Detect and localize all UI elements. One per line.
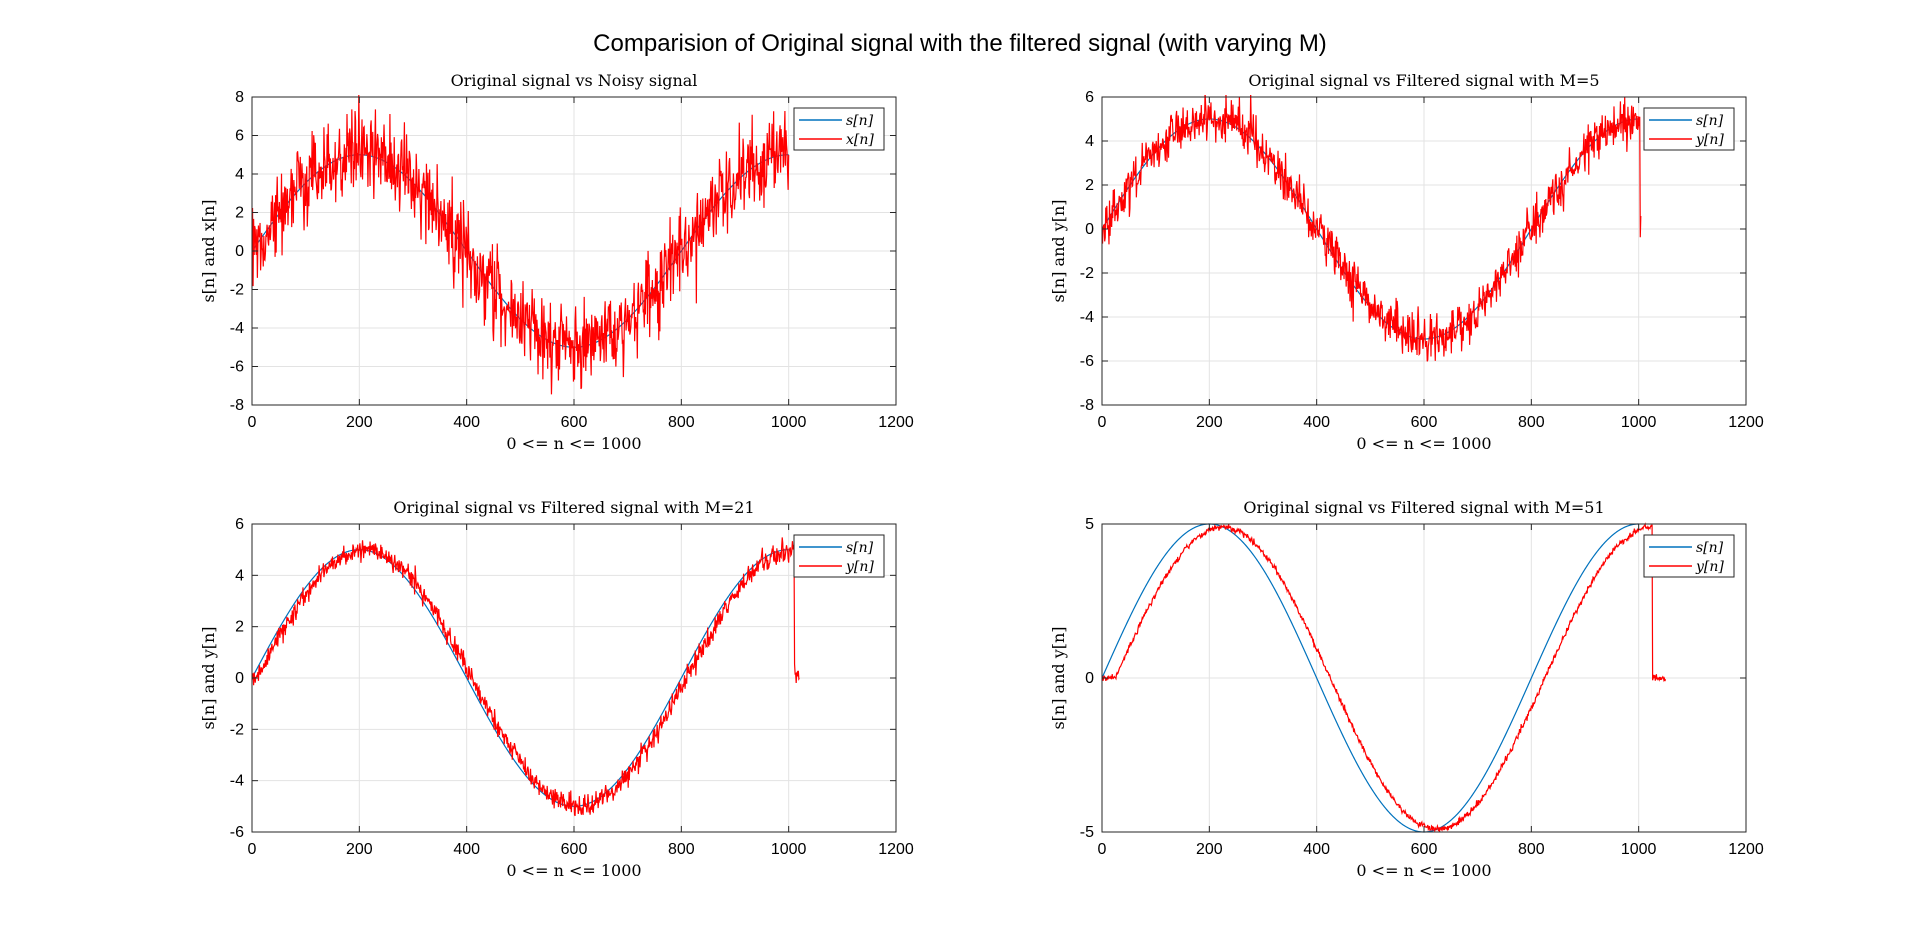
- series-line-filtered: [252, 95, 790, 395]
- x-tick-label: 400: [1303, 841, 1330, 858]
- legend-label: y[n]: [1695, 559, 1724, 575]
- y-tick-label: 6: [1085, 89, 1094, 106]
- y-tick-label: -6: [1080, 353, 1094, 370]
- figure-title: Comparision of Original signal with the …: [593, 30, 1327, 57]
- y-tick-label: 2: [235, 619, 244, 636]
- y-axis-label: s[n] and y[n]: [1049, 199, 1068, 302]
- x-tick-label: 200: [1196, 841, 1223, 858]
- x-tick-label: 1200: [878, 414, 914, 431]
- y-tick-label: 0: [1085, 221, 1094, 238]
- legend-box: [793, 534, 885, 578]
- x-tick-label: 1200: [1728, 841, 1764, 858]
- x-axis-label: 0 <= n <= 1000: [1356, 434, 1491, 453]
- series-line-original: [1102, 523, 1639, 833]
- x-tick-label: 800: [1518, 841, 1545, 858]
- subplot-3: 0 200 400 600 800 1000 1200 -6 -4 -2 0 2 4 6 Original …: [199, 498, 914, 880]
- subplot-title: Original signal vs Filtered signal with …: [393, 498, 754, 517]
- y-tick-label: 2: [235, 205, 244, 222]
- x-axis-label: 0 <= n <= 1000: [1356, 861, 1491, 880]
- y-tick-label: 0: [235, 243, 244, 260]
- y-tick-label: -8: [1080, 397, 1094, 414]
- x-tick-label: 800: [1518, 414, 1545, 431]
- x-tick-label: 600: [561, 841, 588, 858]
- series-line-filtered: [1102, 95, 1642, 362]
- x-tick-label: 200: [346, 414, 373, 431]
- x-tick-label: 0: [248, 841, 257, 858]
- subplot-title: Original signal vs Filtered signal with …: [1248, 71, 1599, 90]
- y-tick-label: 6: [235, 516, 244, 533]
- legend-label: y[n]: [1695, 132, 1724, 148]
- x-axis-label: 0 <= n <= 1000: [506, 434, 641, 453]
- y-tick-label: 5: [1085, 516, 1094, 533]
- legend-label: s[n]: [846, 540, 874, 556]
- x-tick-label: 200: [346, 841, 373, 858]
- x-tick-label: 0: [1098, 414, 1107, 431]
- y-tick-label: -2: [230, 282, 244, 299]
- x-axis-label: 0 <= n <= 1000: [506, 861, 641, 880]
- legend-box: [1643, 534, 1735, 578]
- subplot-title: Original signal vs Filtered signal with …: [1243, 498, 1604, 517]
- y-tick-label: -4: [1080, 309, 1094, 326]
- y-tick-label: -4: [230, 773, 244, 790]
- x-tick-label: 1000: [1621, 841, 1657, 858]
- y-tick-label: 4: [1085, 133, 1094, 150]
- y-tick-label: -6: [230, 359, 244, 376]
- subplot-2: 0 200 400 600 800 1000 1200 -8 -6 -4 -2 0 2 4 6 Origina…: [1049, 71, 1764, 453]
- y-tick-label: -2: [230, 721, 244, 738]
- y-axis-label: s[n] and y[n]: [199, 626, 218, 729]
- legend-label: s[n]: [846, 113, 874, 129]
- y-tick-label: 4: [235, 567, 244, 584]
- legend-label: s[n]: [1696, 113, 1724, 129]
- y-tick-label: -6: [230, 824, 244, 841]
- x-tick-label: 800: [668, 414, 695, 431]
- x-tick-label: 400: [453, 841, 480, 858]
- y-tick-label: 4: [235, 166, 244, 183]
- y-tick-label: -4: [230, 320, 244, 337]
- legend-label: x[n]: [846, 132, 874, 148]
- legend: s[n] y[n]: [1643, 534, 1735, 578]
- x-tick-label: 400: [453, 414, 480, 431]
- y-tick-label: 6: [235, 128, 244, 145]
- x-tick-label: 600: [561, 414, 588, 431]
- series-line-filtered: [1102, 522, 1667, 833]
- subplot-title: Original signal vs Noisy signal: [451, 71, 698, 90]
- y-tick-label: -5: [1080, 824, 1094, 841]
- x-tick-label: 1200: [878, 841, 914, 858]
- y-tick-label: 2: [1085, 177, 1094, 194]
- x-tick-label: 600: [1411, 414, 1438, 431]
- legend-box: [793, 107, 885, 151]
- legend: s[n] y[n]: [793, 534, 885, 578]
- legend-label: s[n]: [1696, 540, 1724, 556]
- y-tick-label: 0: [235, 670, 244, 687]
- subplot-1: 0 200 400 600 800 1000 1200 -8 -6 -4 -2 0 2 4 6 8 Origin…: [199, 71, 914, 453]
- x-tick-label: 0: [248, 414, 257, 431]
- legend-label: y[n]: [845, 559, 874, 575]
- x-tick-label: 200: [1196, 414, 1223, 431]
- x-tick-label: 800: [668, 841, 695, 858]
- x-tick-label: 1000: [771, 841, 807, 858]
- y-tick-label: -2: [1080, 265, 1094, 282]
- y-axis-label: s[n] and y[n]: [1049, 626, 1068, 729]
- x-tick-label: 1000: [771, 414, 807, 431]
- legend-box: [1643, 107, 1735, 151]
- legend: s[n] x[n]: [793, 107, 885, 151]
- x-tick-label: 400: [1303, 414, 1330, 431]
- legend: s[n] y[n]: [1643, 107, 1735, 151]
- x-tick-label: 600: [1411, 841, 1438, 858]
- series-line-filtered: [252, 537, 800, 817]
- x-tick-label: 0: [1098, 841, 1107, 858]
- y-tick-label: 0: [1085, 670, 1094, 687]
- x-tick-label: 1200: [1728, 414, 1764, 431]
- x-tick-label: 1000: [1621, 414, 1657, 431]
- y-tick-label: -8: [230, 397, 244, 414]
- y-tick-label: 8: [235, 89, 244, 106]
- y-axis-label: s[n] and x[n]: [199, 199, 218, 302]
